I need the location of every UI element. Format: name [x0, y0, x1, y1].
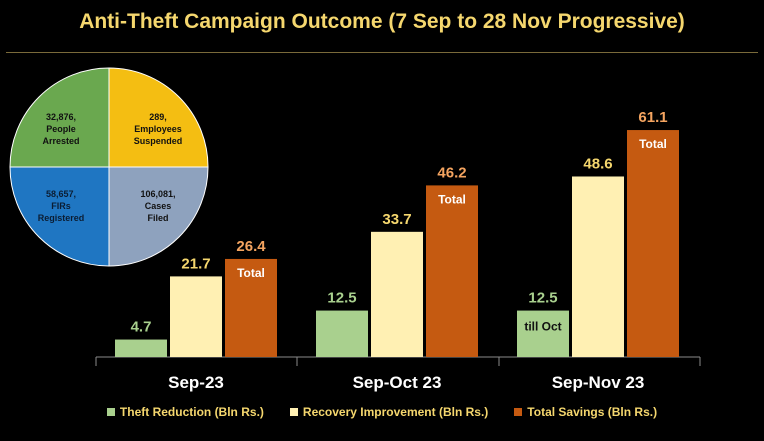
data-label: 46.2 — [437, 164, 466, 181]
category-label: Sep-Nov 23 — [552, 373, 645, 392]
category-label: Sep-Oct 23 — [353, 373, 442, 392]
pie-slice — [108, 67, 209, 168]
legend-label-total-savings: Total Savings (Bln Rs.) — [527, 405, 658, 419]
pie-label-employees-suspended: 289, Employees Suspended — [133, 112, 183, 146]
pie-label-people-arrested: 32,876, People Arrested — [42, 112, 80, 146]
bar — [225, 258, 277, 357]
legend-swatch-theft-reduction — [106, 408, 115, 416]
legend-swatch-recovery-improvement — [289, 408, 298, 416]
bar-annotation: Total — [237, 266, 265, 280]
bar-annotation: Total — [438, 192, 466, 206]
pie-slice — [9, 67, 110, 168]
data-label: 33.7 — [382, 211, 411, 228]
title-divider — [6, 52, 758, 53]
bar — [115, 339, 167, 357]
legend-label-recovery-improvement: Recovery Improvement (Bln Rs.) — [302, 405, 489, 419]
bar — [426, 185, 478, 357]
bar-annotation: till Oct — [524, 320, 561, 334]
bar — [572, 176, 624, 357]
bar-annotation: Total — [639, 137, 667, 151]
bar — [316, 310, 368, 357]
bar — [517, 310, 569, 357]
bar — [371, 231, 423, 357]
legend-label-theft-reduction: Theft Reduction (Bln Rs.) — [119, 405, 264, 419]
legend-item-recovery-improvement: Recovery Improvement (Bln Rs.) — [289, 405, 489, 419]
chart-legend: Theft Reduction (Bln Rs.) Recovery Impro… — [0, 405, 764, 419]
legend-swatch-total-savings — [514, 408, 523, 416]
data-label: 26.4 — [236, 238, 266, 255]
legend-item-theft-reduction: Theft Reduction (Bln Rs.) — [106, 405, 264, 419]
chart-title: Anti-Theft Campaign Outcome (7 Sep to 28… — [79, 10, 685, 33]
data-label: 48.6 — [583, 155, 612, 172]
pie-label-cases-filed: 106,081, Cases Filed — [140, 189, 176, 223]
bar — [627, 130, 679, 357]
data-label: 21.7 — [181, 255, 210, 272]
bar — [170, 276, 222, 357]
data-label: 61.1 — [638, 109, 667, 126]
pie-slice — [108, 166, 209, 267]
category-label: Sep-23 — [168, 373, 224, 392]
legend-item-total-savings: Total Savings (Bln Rs.) — [514, 405, 657, 419]
pie-slice — [9, 166, 110, 267]
data-label: 12.5 — [528, 290, 557, 307]
data-label: 12.5 — [327, 290, 356, 307]
pie-label-firs-registered: 58,657, FIRs Registered — [37, 189, 85, 223]
data-label: 4.7 — [131, 319, 152, 336]
